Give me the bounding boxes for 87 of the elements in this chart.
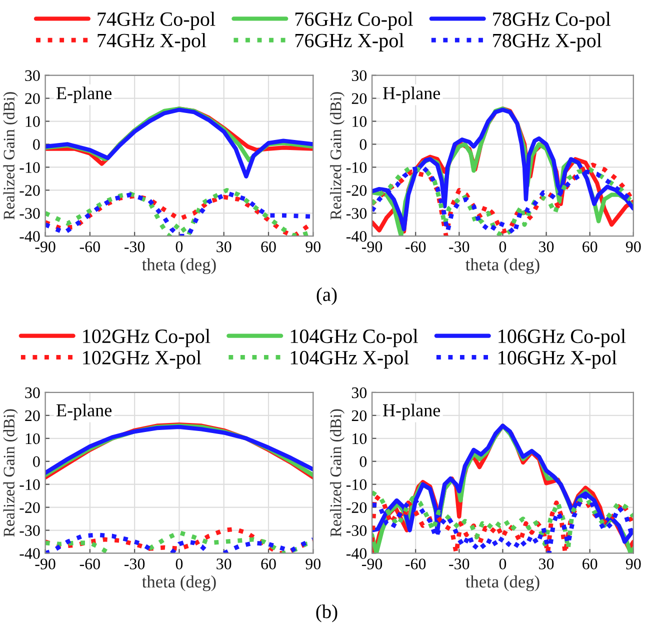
y-tick-label: -40 <box>20 548 40 559</box>
x-tick-label: 90 <box>626 558 641 570</box>
y-tick-label: -30 <box>20 525 40 536</box>
y-tick-label: 20 <box>352 410 367 422</box>
x-tick-label: 30 <box>216 241 232 252</box>
y-tick-label: 10 <box>26 433 40 444</box>
legend-label: 78GHz X-pol <box>493 33 602 52</box>
x-tick-label: -90 <box>362 241 382 252</box>
y-tick-label: 30 <box>352 70 367 82</box>
y-tick-label: -20 <box>346 502 367 514</box>
y-tick-label: -20 <box>20 185 40 196</box>
x-tick-label: 0 <box>176 558 183 570</box>
x-tick-label: 30 <box>539 558 554 570</box>
line-series <box>45 108 314 178</box>
legend-label: 76GHz Co-pol <box>295 12 413 30</box>
y-tick-label: 0 <box>33 139 40 150</box>
y-tick-label: -10 <box>346 162 367 173</box>
x-tick-label: 0 <box>499 241 506 252</box>
y-tick-label: 0 <box>360 139 367 150</box>
y-tick-label: 0 <box>33 456 40 468</box>
y-tick-label: 0 <box>360 456 367 468</box>
x-tick-label: 60 <box>261 558 276 570</box>
legend-label: 102GHz X-pol <box>83 350 202 369</box>
y-tick-label: -30 <box>20 208 40 219</box>
y-tick-label: 30 <box>25 70 40 82</box>
x-tick-label: -90 <box>35 241 56 252</box>
y-axis-title: Realized Gain (dBi) <box>330 409 344 537</box>
y-tick-label: -40 <box>346 231 367 242</box>
x-tick-label: -30 <box>449 558 470 570</box>
x-tick-label: 60 <box>582 241 598 252</box>
x-tick-label: 60 <box>582 558 598 570</box>
y-tick-label: -10 <box>346 479 367 490</box>
x-tick-label: 30 <box>539 241 554 252</box>
x-tick-label: -60 <box>406 241 426 252</box>
legend-label: 74GHz Co-pol <box>98 12 216 30</box>
x-tick-label: -90 <box>362 558 382 570</box>
text: (a) <box>316 287 337 306</box>
x-tick-label: 60 <box>261 241 276 252</box>
legend-label: 78GHz Co-pol <box>493 12 611 30</box>
legend-label: 104GHz X-pol <box>290 350 409 369</box>
x-axis-title: theta (deg) <box>466 258 540 274</box>
x-tick-label: -30 <box>449 241 470 252</box>
y-tick-label: 10 <box>352 116 367 127</box>
y-axis-title: Realized Gain (dBi) <box>330 92 344 220</box>
legend-label: 106GHz Co-pol <box>498 328 626 348</box>
y-tick-label: 20 <box>352 93 367 104</box>
annotation: H-plane <box>383 404 440 420</box>
text: (b) <box>316 604 338 622</box>
x-tick-label: -60 <box>80 558 100 570</box>
y-tick-label: -30 <box>346 525 367 536</box>
y-tick-label: 20 <box>25 410 40 422</box>
x-tick-label: 90 <box>306 241 321 252</box>
y-axis-title: Realized Gain (dBi) <box>3 409 18 537</box>
x-tick-label: 90 <box>626 241 641 252</box>
y-tick-label: -10 <box>20 162 40 173</box>
y-axis-title: Realized Gain (dBi) <box>3 92 18 220</box>
annotation: E-plane <box>56 86 112 103</box>
y-tick-label: 30 <box>25 387 40 398</box>
y-tick-label: -40 <box>20 231 40 242</box>
y-tick-label: 10 <box>352 433 367 444</box>
legend-label: 104GHz Co-pol <box>290 328 418 348</box>
y-tick-label: -30 <box>346 208 367 219</box>
legend-label: 76GHz X-pol <box>295 33 404 52</box>
x-tick-label: -60 <box>406 558 426 570</box>
y-tick-label: -10 <box>20 479 40 490</box>
y-tick-label: -40 <box>346 548 367 559</box>
x-axis-title: theta (deg) <box>142 258 216 274</box>
annotation: E-plane <box>56 404 112 420</box>
y-tick-label: 20 <box>25 93 40 104</box>
x-tick-label: 30 <box>216 558 232 570</box>
x-tick-label: 0 <box>176 241 183 252</box>
legend-label: 106GHz X-pol <box>498 350 617 369</box>
x-tick-label: 90 <box>306 558 321 570</box>
x-tick-label: -60 <box>80 241 100 252</box>
x-axis-title: theta (deg) <box>466 575 540 592</box>
x-tick-label: 0 <box>499 558 506 570</box>
x-tick-label: -30 <box>124 241 145 252</box>
y-tick-label: -20 <box>346 185 367 196</box>
x-axis-title: theta (deg) <box>142 575 216 592</box>
x-tick-label: -90 <box>35 558 56 570</box>
x-tick-label: -30 <box>124 558 145 570</box>
annotation: H-plane <box>383 86 440 103</box>
y-tick-label: -20 <box>20 502 40 514</box>
y-tick-label: 10 <box>26 116 40 127</box>
y-tick-label: 30 <box>352 387 367 398</box>
legend-label: 102GHz Co-pol <box>83 328 210 348</box>
legend-label: 74GHz X-pol <box>98 33 206 52</box>
